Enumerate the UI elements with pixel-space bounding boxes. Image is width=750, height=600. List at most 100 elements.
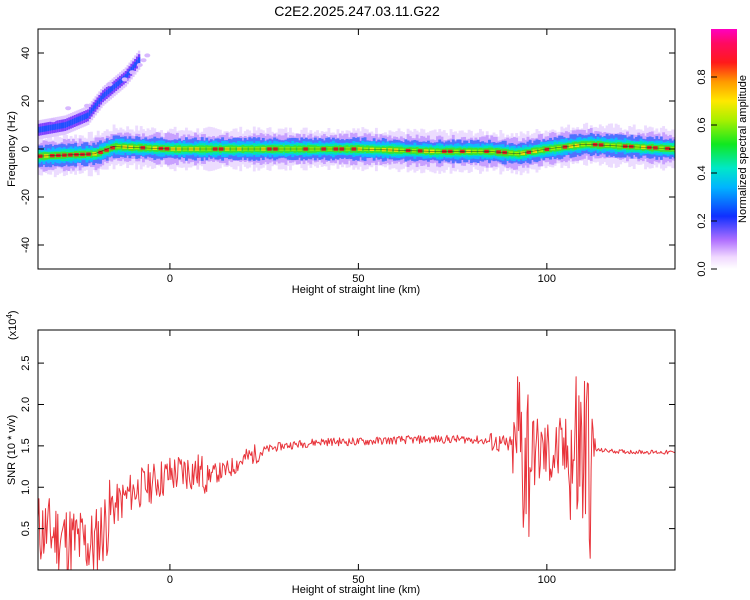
spectrogram-cell	[81, 114, 84, 121]
spectrogram-y-ticks: -40 -20 0 20 40	[20, 47, 675, 253]
spectrogram-cell	[136, 59, 139, 66]
spectrogram-marks	[38, 50, 675, 178]
spectrogram-cell	[140, 58, 147, 63]
spectrogram-cell	[64, 122, 67, 128]
spectrogram-y-tick-label: 20	[20, 95, 32, 107]
spectrogram-cell	[110, 146, 115, 150]
snr-y-tick-label: 1.5	[20, 438, 32, 453]
spectrogram-y-tick-label: 0	[20, 146, 32, 152]
spectrogram-cell	[77, 116, 80, 123]
spectrogram-cell	[53, 124, 56, 130]
spectrogram-cell	[105, 90, 109, 96]
colorbar-ticks: 0.0 0.2 0.4 0.6 0.8	[696, 69, 717, 277]
spectrogram-cell	[137, 57, 141, 64]
spectrogram-cell	[124, 74, 128, 80]
spectrogram-cell	[117, 80, 120, 87]
spectrogram-cell	[538, 148, 544, 152]
spectrogram-cell	[90, 107, 94, 114]
snr-panel: 0 50 100 0.5 1.0 1.5 2.0 2.5 Height of straigh…	[5, 310, 676, 596]
spectrogram-cell	[109, 86, 112, 93]
spectrogram-cell	[73, 118, 77, 124]
spectrogram-cell	[526, 150, 532, 154]
spectrogram-cell	[532, 149, 538, 153]
spectrogram-cell	[43, 125, 47, 132]
snr-plot-area	[38, 330, 675, 570]
spectrogram-cell	[520, 151, 525, 155]
spectrogram-cell	[115, 82, 118, 88]
spectrogram-y-tick-label: 40	[20, 47, 32, 59]
spectrogram-cell	[104, 148, 109, 152]
spectrogram-x-tick-label: 0	[167, 273, 173, 285]
colorbar-tick-label: 0.8	[696, 69, 708, 84]
spectrogram-cell	[70, 119, 73, 126]
colorbar-tick-label: 0.0	[696, 261, 708, 276]
spectrogram-y-tick-label: -20	[20, 189, 32, 205]
spectrogram-cell	[111, 85, 114, 92]
spectrogram-cell	[71, 118, 75, 125]
spectrogram-cell	[49, 124, 52, 131]
spectrogram-cell	[96, 149, 100, 157]
snr-y-tick-label: 2.0	[20, 397, 32, 412]
spectrogram-cell	[50, 118, 57, 123]
spectrogram-cell	[136, 63, 143, 67]
snr-y-tick-label: 0.5	[20, 521, 32, 536]
spectrogram-cell	[68, 120, 71, 127]
spectrogram-cell	[129, 70, 136, 75]
spectrogram-cell	[88, 110, 92, 116]
spectrogram-cell	[106, 82, 113, 87]
spectrogram-cell	[96, 100, 99, 107]
spectrogram-cell	[100, 95, 103, 102]
colorbar-label: Normalized spectral amplitude	[737, 75, 749, 223]
spectrogram-cell	[113, 83, 116, 90]
spectrogram-y-axis-label: Frequency (Hz)	[6, 111, 18, 187]
spectrogram-x-tick-label: 50	[352, 273, 364, 285]
figure-title: C2E2.2025.247.03.11.G22	[274, 3, 440, 19]
spectrogram-cell	[121, 77, 128, 82]
spectrogram-panel: 0 50 100 -40 -20 0 20 40 Height of straight li…	[6, 28, 676, 296]
spectrogram-cell	[544, 147, 550, 152]
spectrogram-cell	[83, 114, 86, 120]
spectrogram-ridge-line	[38, 143, 675, 157]
spectrogram-cell	[60, 122, 63, 129]
spectrogram-cell	[75, 117, 79, 124]
spectrogram-cell	[134, 62, 137, 68]
colorbar-tick-label: 0.2	[696, 213, 708, 228]
spectrogram-cell	[38, 126, 41, 133]
spectrogram-cell	[107, 88, 111, 95]
spectrogram-cell	[58, 123, 62, 129]
spectrogram-cell	[92, 105, 96, 112]
spectrogram-cell	[51, 124, 54, 131]
spectrogram-cell	[54, 123, 58, 130]
spectrogram-cell	[103, 91, 107, 98]
spectrogram-cell	[87, 112, 90, 119]
snr-x-axis-label: Height of straight line (km)	[292, 584, 420, 596]
spectrogram-cell	[119, 78, 122, 85]
spectrogram-cell	[39, 126, 43, 133]
colorbar-tick-label: 0.4	[696, 165, 708, 180]
spectrogram-cell	[84, 103, 90, 108]
colorbar-gradient	[711, 29, 737, 269]
spectrogram-cell	[144, 53, 151, 58]
spectrogram-x-tick-label: 100	[538, 273, 556, 285]
spectrogram-cell	[126, 71, 129, 78]
snr-x-tick-label: 100	[538, 574, 556, 586]
spectrogram-cell	[41, 126, 45, 132]
snr-x-tick-label: 50	[352, 574, 364, 586]
snr-series-line	[37, 376, 676, 571]
spectrogram-x-axis-label: Height of straight line (km)	[292, 284, 420, 296]
spectrogram-cell	[56, 123, 60, 130]
spectrogram-cell	[130, 66, 133, 73]
spectrogram-cell	[102, 93, 105, 100]
snr-y-ticks: 0.5 1.0 1.5 2.0 2.5	[20, 355, 675, 536]
spectrogram-cell	[79, 115, 82, 122]
spectrogram-cell	[65, 106, 72, 111]
spectrogram-cell	[45, 125, 48, 132]
spectrogram-cell	[85, 113, 88, 120]
snr-scale-text: (x104)	[5, 310, 19, 340]
spectrogram-cell	[66, 121, 69, 128]
colorbar-tick-label: 0.6	[696, 117, 708, 132]
snr-x-ticks: 0 50 100	[167, 330, 556, 586]
spectrogram-cell	[98, 150, 103, 155]
spectrogram-heatmap	[38, 50, 675, 178]
